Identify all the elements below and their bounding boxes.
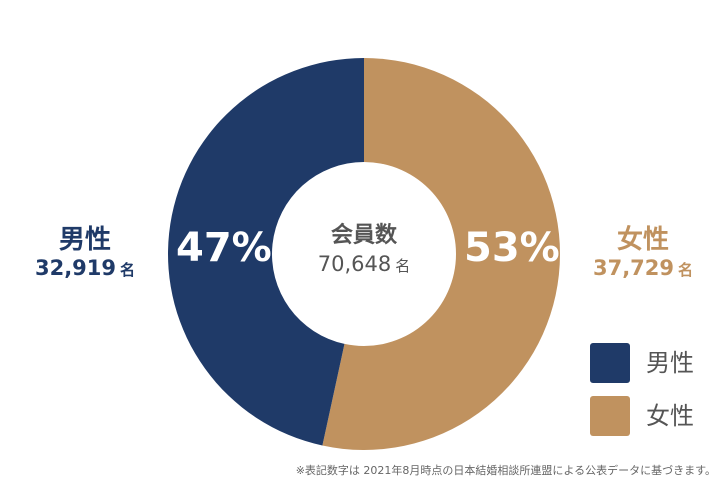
donut-slice-female <box>322 58 561 450</box>
center-total: 70,648 <box>317 252 392 276</box>
legend-label-female: 女性 <box>646 402 694 430</box>
donut-slice-male <box>168 58 364 446</box>
female-percent-label: 53% <box>464 225 560 271</box>
female-count-line: 37,729 名 <box>568 255 718 283</box>
center-label: 会員数 70,648 名 <box>284 222 444 280</box>
legend-item-male: 男性 <box>590 343 720 387</box>
male-count-line: 32,919 名 <box>10 255 160 283</box>
male-percent-label: 47% <box>176 225 272 271</box>
legend-item-female: 女性 <box>590 396 720 440</box>
female-count-unit: 名 <box>678 261 694 279</box>
center-total-line: 70,648 名 <box>284 250 444 280</box>
center-title: 会員数 <box>330 223 397 248</box>
female-side-label: 女性 37,729 名 <box>568 225 718 283</box>
male-count-unit: 名 <box>120 261 136 279</box>
male-name: 男性 <box>58 225 111 255</box>
female-name: 女性 <box>616 225 669 255</box>
male-side-label: 男性 32,919 名 <box>10 225 160 283</box>
legend-swatch-female <box>590 396 630 436</box>
female-count: 37,729 <box>592 256 675 280</box>
center-total-unit: 名 <box>395 257 411 275</box>
footnote: ※表記数字は 2021年8月時点の日本結婚相談所連盟による公表データに基づきます… <box>295 464 716 477</box>
legend-swatch-male <box>590 343 630 383</box>
legend-label-male: 男性 <box>646 349 694 377</box>
male-count: 32,919 <box>34 256 117 280</box>
